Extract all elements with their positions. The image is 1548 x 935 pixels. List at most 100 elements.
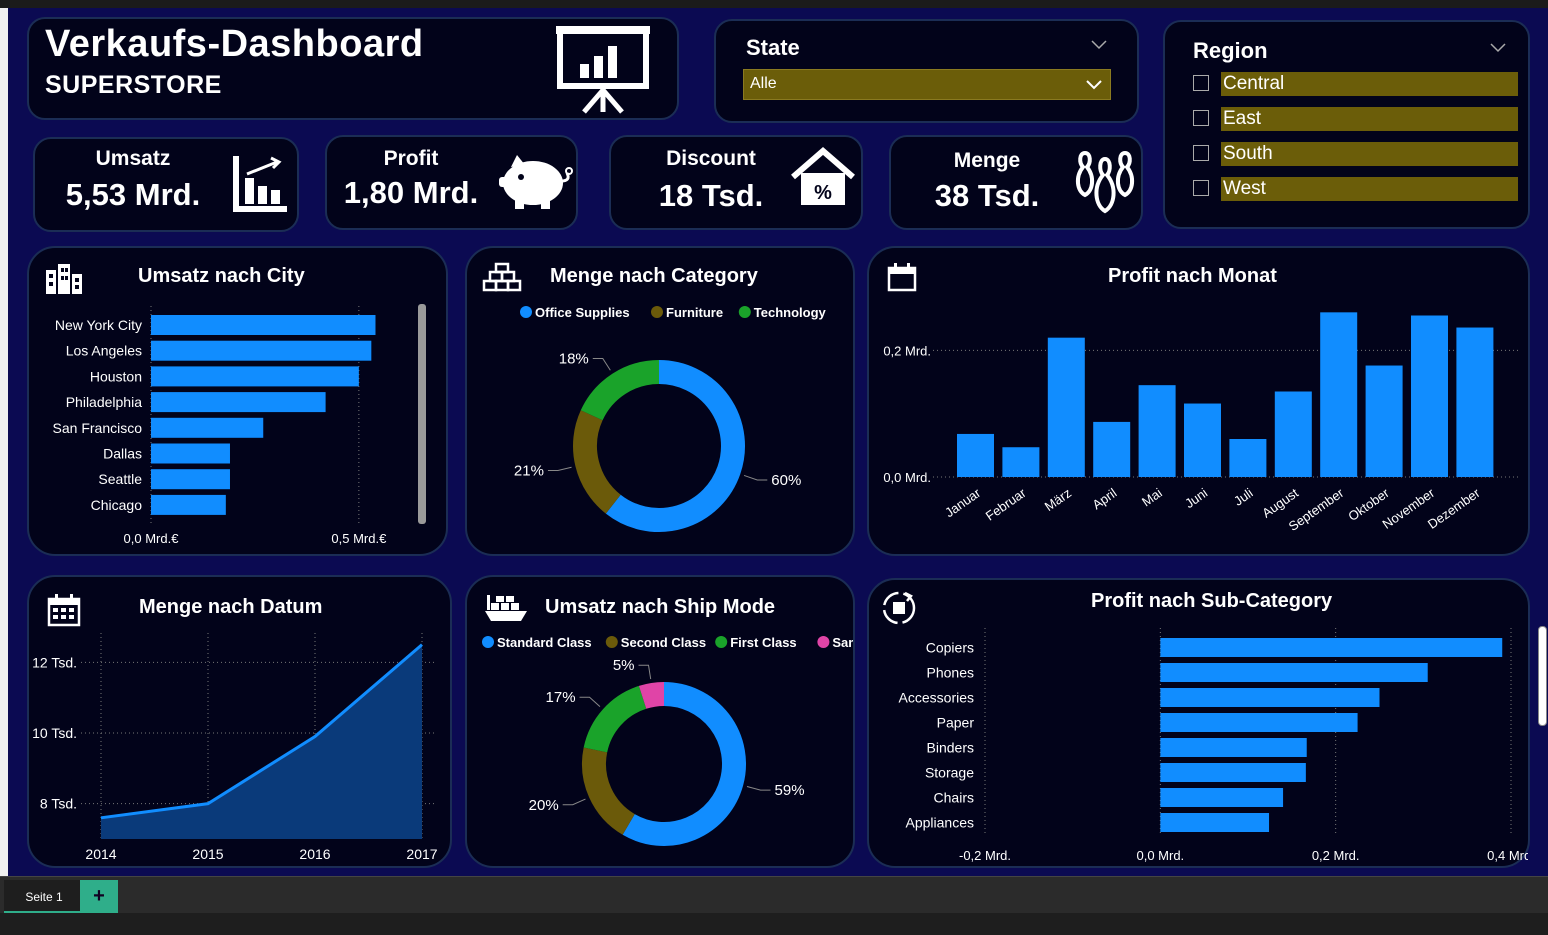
- bar: [1160, 813, 1270, 832]
- kpi-menge-card: Menge 38 Tsd.: [889, 135, 1143, 230]
- chevron-down-icon[interactable]: [1090, 39, 1108, 51]
- bar: [957, 433, 994, 477]
- bar: [1002, 447, 1040, 477]
- monat-chart-title: Profit nach Monat: [1108, 265, 1277, 287]
- legend-marker: [605, 636, 618, 648]
- leader-line: [579, 696, 601, 707]
- x-tick-label: 0,5 Mrd.€: [331, 531, 387, 546]
- bar: [1160, 788, 1284, 807]
- region-item-label: West: [1221, 177, 1518, 201]
- category-label: New York City: [55, 317, 142, 333]
- data-label: 18%: [559, 351, 589, 368]
- page-tab-bar: Seite 1 +: [0, 876, 1548, 914]
- region-item-south[interactable]: South: [1193, 142, 1518, 166]
- boxes-stack-icon: [482, 262, 522, 292]
- bar: [151, 366, 359, 387]
- city-chart-title: Umsatz nach City: [138, 265, 305, 287]
- calendar-grid-icon: [47, 594, 81, 627]
- city-chart-scrollbar[interactable]: [418, 304, 426, 524]
- piggy-bank-icon: [499, 155, 573, 209]
- svg-text:%: %: [814, 182, 832, 204]
- page-scrollbar[interactable]: [1538, 626, 1547, 726]
- datum-chart-title: Menge nach Datum: [139, 596, 323, 618]
- x-tick-label: Januar: [942, 485, 984, 520]
- y-tick-label: 10 Tsd.: [32, 725, 77, 741]
- legend-entry: Furniture: [666, 305, 723, 320]
- leader-line: [562, 798, 586, 806]
- x-tick-label: 0,0 Mrd.€: [124, 531, 180, 546]
- kpi-profit-value: 1,80 Mrd.: [343, 175, 479, 210]
- kpi-discount-label: Discount: [666, 147, 756, 170]
- x-tick-label: 0,4 Mrd.: [1487, 848, 1528, 863]
- x-tick-label: 2015: [192, 846, 223, 862]
- leader-line: [638, 664, 652, 680]
- tab-seite-1[interactable]: Seite 1: [4, 880, 84, 914]
- region-item-label: East: [1221, 107, 1518, 131]
- donut-slice: [638, 682, 665, 709]
- category-chart-title: Menge nach Category: [550, 265, 758, 287]
- state-dropdown-value: Alle: [750, 75, 777, 92]
- bar: [151, 469, 230, 490]
- category-label: San Francisco: [53, 420, 143, 436]
- kpi-menge-label: Menge: [953, 149, 1021, 172]
- x-tick-label: 0,0 Mrd.: [1136, 848, 1184, 863]
- bar: [151, 340, 372, 361]
- donut-slice: [605, 360, 745, 532]
- x-tick-label: April: [1090, 485, 1120, 512]
- bar: [1160, 738, 1307, 757]
- region-item-label: South: [1221, 142, 1518, 166]
- category-label: Seattle: [98, 471, 142, 487]
- checkbox[interactable]: [1193, 180, 1209, 196]
- bar: [1160, 638, 1503, 657]
- checkbox[interactable]: [1193, 145, 1209, 161]
- kpi-umsatz-value: 5,53 Mrd.: [65, 177, 201, 212]
- kpi-menge-value: 38 Tsd.: [934, 178, 1040, 213]
- category-label: Chairs: [934, 790, 974, 806]
- chevron-down-icon[interactable]: [1489, 42, 1507, 54]
- donut-slice: [583, 685, 647, 753]
- state-slicer: State Alle: [714, 19, 1139, 123]
- category-label: Phones: [927, 665, 974, 681]
- region-item-east[interactable]: East: [1193, 107, 1518, 131]
- x-tick-label: März: [1042, 485, 1074, 514]
- leader-line: [746, 785, 771, 791]
- legend-marker: [651, 306, 663, 318]
- category-label: Appliances: [906, 815, 975, 831]
- bar: [151, 315, 376, 335]
- x-tick-label: Mai: [1139, 485, 1165, 509]
- region-item-central[interactable]: Central: [1193, 72, 1518, 96]
- category-donut-chart: 60% 21% 18% Office Supplies Furniture Technol…: [514, 305, 827, 532]
- window-top-strip: [0, 0, 1548, 8]
- x-tick-label: Juni: [1182, 485, 1210, 511]
- region-item-west[interactable]: West: [1193, 177, 1518, 201]
- subcat-chart-title: Profit nach Sub-Category: [1091, 590, 1333, 612]
- donut-slice: [582, 747, 636, 835]
- data-label: 59%: [775, 782, 805, 799]
- kpi-umsatz-label: Umsatz: [95, 147, 171, 170]
- donut-slice: [622, 682, 746, 846]
- kpi-discount-card: Discount 18 Tsd. %: [609, 135, 863, 230]
- bar: [151, 417, 264, 438]
- bar: [1093, 421, 1131, 477]
- x-tick-label: -0,2 Mrd.: [959, 848, 1011, 863]
- state-dropdown[interactable]: Alle: [743, 69, 1111, 100]
- legend-entry: First Class: [730, 635, 796, 650]
- bowling-pins-icon: [1076, 150, 1134, 214]
- legend-marker: [482, 636, 494, 648]
- ship-icon: [485, 595, 527, 621]
- bar: [1184, 403, 1221, 477]
- category-label: Storage: [925, 765, 974, 781]
- x-tick-label: Juli: [1231, 485, 1256, 509]
- data-label: 17%: [546, 689, 576, 706]
- checkbox[interactable]: [1193, 75, 1209, 91]
- state-slicer-title: State: [746, 35, 800, 60]
- leader-line: [547, 466, 572, 472]
- leader-line: [592, 358, 611, 371]
- legend-entry: Second Class: [621, 635, 706, 650]
- checkbox[interactable]: [1193, 110, 1209, 126]
- bar: [1160, 713, 1358, 732]
- data-label: 60%: [771, 472, 801, 489]
- add-page-button[interactable]: +: [80, 880, 118, 914]
- subcat-chart-card: Profit nach Sub-Category -0,2 Mrd. 0,0 Mr…: [867, 578, 1530, 868]
- x-tick-label: Dezember: [1425, 485, 1483, 532]
